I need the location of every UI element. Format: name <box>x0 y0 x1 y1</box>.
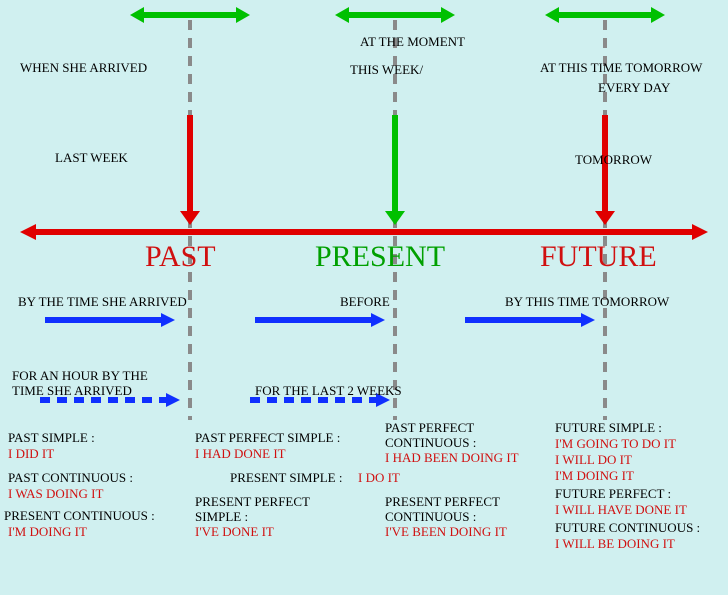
label-by-this-time-tomorrow: BY THIS TIME TOMORROW <box>505 294 669 310</box>
label-when-she-arrived: WHEN SHE ARRIVED <box>20 60 147 76</box>
t-past-simple-l: PAST SIMPLE : <box>8 430 95 446</box>
t-fut-perf-l: FUTURE PERFECT : <box>555 486 671 502</box>
t-pres-perf-l1: PRESENT PERFECT <box>195 494 310 510</box>
t-past-cont-e: I WAS DOING IT <box>8 486 103 502</box>
down-arrow-present <box>385 115 405 225</box>
t-fut-cont-l: FUTURE CONTINUOUS : <box>555 520 700 536</box>
label-future: FUTURE <box>540 240 657 274</box>
t-past-perf-cont-l2: CONTINUOUS : <box>385 435 476 451</box>
label-by-the-time: BY THE TIME SHE ARRIVED <box>18 294 187 310</box>
blue-arrow-present <box>255 313 385 327</box>
label-for-an-hour-2: TIME SHE ARRIVED <box>12 383 132 399</box>
down-arrow-future <box>595 115 615 225</box>
t-past-perf-l: PAST PERFECT SIMPLE : <box>195 430 340 446</box>
t-pres-perf-l2: SIMPLE : <box>195 509 248 525</box>
t-pres-cont-e: I'M DOING IT <box>8 524 87 540</box>
t-pres-perf-e: I'VE DONE IT <box>195 524 274 540</box>
t-fut-perf-e: I WILL HAVE DONE IT <box>555 502 687 518</box>
blue-arrow-past <box>45 313 175 327</box>
label-for-last-2-weeks: FOR THE LAST 2 WEEKS <box>255 383 402 399</box>
label-at-the-moment: AT THE MOMENT <box>360 34 465 50</box>
t-pres-cont-l: PRESENT CONTINUOUS : <box>4 508 155 524</box>
label-present: PRESENT <box>315 240 445 274</box>
top-arrow-past <box>130 7 250 23</box>
t-pres-perf-cont-l1: PRESENT PERFECT <box>385 494 500 510</box>
label-last-week: LAST WEEK <box>55 150 128 166</box>
top-arrow-present <box>335 7 455 23</box>
t-pres-simple-e: I DO IT <box>358 470 400 486</box>
t-past-cont-l: PAST CONTINUOUS : <box>8 470 133 486</box>
t-pres-simple-l: PRESENT SIMPLE : <box>230 470 342 486</box>
top-arrow-future <box>545 7 665 23</box>
t-past-perf-e: I HAD DONE IT <box>195 446 286 462</box>
label-at-this-time-tomorrow: AT THIS TIME TOMORROW <box>540 60 702 76</box>
label-every-day: EVERY DAY <box>598 80 670 96</box>
t-past-simple-e: I DID IT <box>8 446 54 462</box>
blue-arrow-future <box>465 313 595 327</box>
label-past: PAST <box>145 240 216 274</box>
t-fut-simple-e2: I WILL DO IT <box>555 452 632 468</box>
t-fut-simple-e1: I'M GOING TO DO IT <box>555 436 676 452</box>
t-fut-cont-e: I WILL BE DOING IT <box>555 536 675 552</box>
t-pres-perf-cont-l2: CONTINUOUS : <box>385 509 476 525</box>
down-arrow-past <box>180 115 200 225</box>
main-timeline <box>20 224 708 240</box>
label-this-week: THIS WEEK/ <box>350 62 423 78</box>
t-past-perf-cont-e: I HAD BEEN DOING IT <box>385 450 519 466</box>
t-fut-simple-e3: I'M DOING IT <box>555 468 634 484</box>
label-before: BEFORE <box>340 294 390 310</box>
t-past-perf-cont-l1: PAST PERFECT <box>385 420 474 436</box>
t-fut-simple-l: FUTURE SIMPLE : <box>555 420 662 436</box>
t-pres-perf-cont-e: I'VE BEEN DOING IT <box>385 524 507 540</box>
label-for-an-hour-1: FOR AN HOUR BY THE <box>12 368 148 384</box>
label-tomorrow: TOMORROW <box>575 152 652 168</box>
